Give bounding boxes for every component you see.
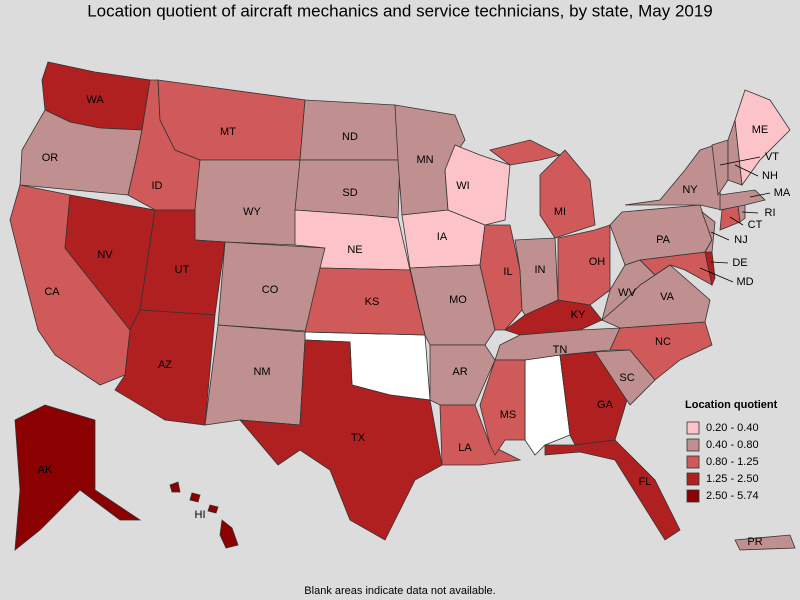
state-shape [444,144,511,226]
state-label: FL [639,476,652,488]
state-label: MS [500,409,517,421]
state-label: VT [765,151,779,163]
legend-swatch [686,472,700,486]
legend-title: Location quotient [685,399,778,411]
state-label: RI [765,207,776,219]
state-label: IL [503,266,512,278]
state-label: LA [458,442,472,454]
legend-label: 1.25 - 2.50 [706,473,759,485]
state-label: UT [175,264,190,276]
legend-swatch [686,455,700,469]
legend-swatch [686,489,700,503]
state-label: HI [195,509,206,521]
state-shape [734,89,791,187]
state-label: WY [243,206,261,218]
legend-swatch [686,421,700,435]
leader-line [710,231,730,241]
leader-line [734,164,759,177]
state-label: MA [774,187,791,199]
leader-line [729,216,744,226]
state-label: IA [437,231,448,243]
state-shape [544,439,681,541]
state-labels: WA OR CA NV ID MT WY UT AZ CO NM ND SD NE KS TX MN IA WI MO… [38,94,791,548]
states [9,61,796,551]
state-shape [539,149,596,239]
state-shape [219,519,239,549]
leader-line [741,211,759,214]
state-label: NJ [734,234,747,246]
state-label: NV [97,249,113,261]
legend: Location quotient 0.20 - 0.40 0.40 - 0.80… [685,399,778,503]
map-title: Location quotient of aircraft mechanics … [87,1,713,20]
state-label: WI [456,180,469,192]
legend-label: 2.50 - 5.74 [706,490,759,502]
legend-swatch [686,438,700,452]
state-label: NM [253,366,270,378]
state-label: PR [747,536,762,548]
state-label: NH [762,170,778,182]
state-shape [479,359,526,456]
state-label: PA [656,234,671,246]
state-label: CO [262,284,279,296]
state-label: WA [86,94,104,106]
state-label: GA [597,399,614,411]
state-label: WV [618,287,636,299]
state-label: CA [44,286,60,298]
state-label: NC [655,336,671,348]
footnote: Blank areas indicate data not available. [304,585,495,597]
state-label: AR [452,366,467,378]
legend-label: 0.40 - 0.80 [706,439,759,451]
state-shape [489,139,562,166]
state-shape [194,159,301,246]
state-label: NE [347,244,362,256]
leader-line [749,192,771,198]
state-label: SC [619,372,634,384]
state-label: OR [42,152,59,164]
state-shape [239,339,443,541]
state-label: KS [365,296,380,308]
state-shape [189,492,201,503]
state-label: MD [736,276,753,288]
state-shape [719,189,766,211]
state-label: VA [660,291,675,303]
leader-line [719,156,761,166]
state-label: TN [553,344,568,356]
state-shape [207,504,219,514]
state-label: MT [220,126,236,138]
state-label: TX [351,432,366,444]
leader-line [699,267,734,283]
state-label: MO [449,294,467,306]
state-shape [734,534,796,551]
state-shape [479,224,523,331]
state-shape [114,309,216,426]
state-label: ME [752,124,769,136]
legend-label: 0.80 - 1.25 [706,456,759,468]
state-label: ND [342,131,358,143]
state-shape [609,204,713,266]
state-shape [157,79,306,161]
state-shape [439,404,522,466]
state-shape [701,210,716,253]
legend-label: 0.20 - 0.40 [706,422,759,434]
state-label: MI [554,206,566,218]
state-label: DE [732,257,747,269]
state-label: IN [535,264,546,276]
leader-line [710,261,729,264]
state-label: CT [748,219,763,231]
state-label: ID [152,180,163,192]
state-label: AK [38,464,53,476]
state-label: OH [589,256,606,268]
state-label: SD [342,187,357,199]
state-label: KY [571,309,586,321]
state-shape [14,404,142,551]
state-label: AZ [158,359,172,371]
state-shape [624,144,723,211]
state-label: MN [416,154,433,166]
state-label: NY [682,184,698,196]
state-shape [169,481,181,493]
